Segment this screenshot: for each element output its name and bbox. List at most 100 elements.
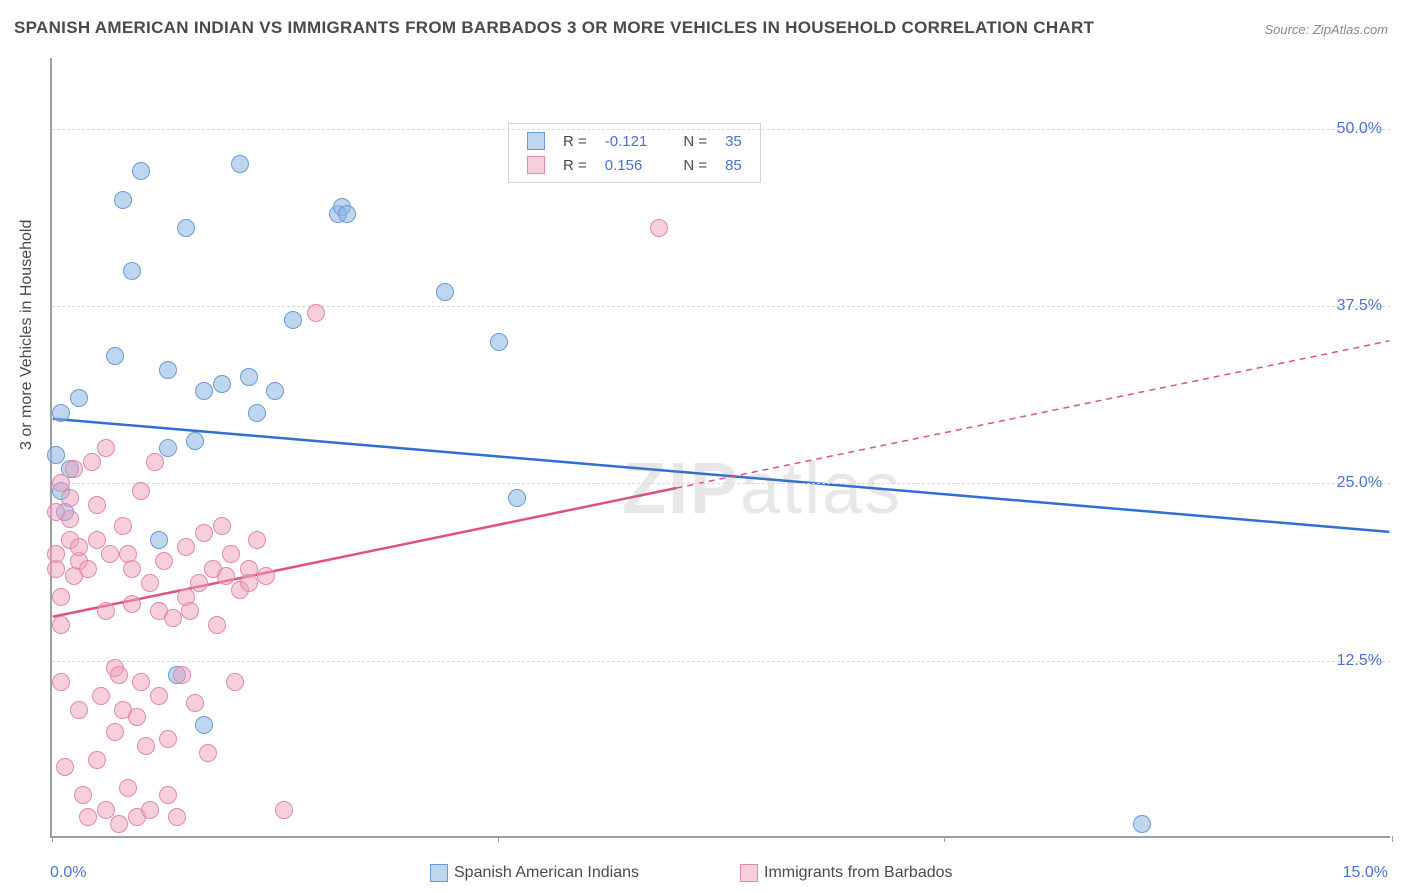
data-point bbox=[92, 687, 110, 705]
data-point bbox=[222, 545, 240, 563]
data-point bbox=[114, 191, 132, 209]
gridline-h bbox=[52, 306, 1390, 307]
data-point bbox=[307, 304, 325, 322]
data-point bbox=[141, 574, 159, 592]
data-point bbox=[199, 744, 217, 762]
data-point bbox=[173, 666, 191, 684]
legend-swatch bbox=[527, 132, 545, 150]
data-point bbox=[52, 616, 70, 634]
y-tick-label: 37.5% bbox=[1337, 297, 1382, 315]
data-point bbox=[508, 489, 526, 507]
data-point bbox=[97, 801, 115, 819]
y-tick-label: 50.0% bbox=[1337, 120, 1382, 138]
data-point bbox=[186, 432, 204, 450]
data-point bbox=[106, 723, 124, 741]
data-point bbox=[284, 311, 302, 329]
data-point bbox=[240, 574, 258, 592]
x-tick-min: 0.0% bbox=[50, 864, 86, 882]
data-point bbox=[61, 489, 79, 507]
watermark: ZIPatlas bbox=[622, 448, 902, 530]
data-point bbox=[52, 673, 70, 691]
data-point bbox=[79, 560, 97, 578]
y-axis-label: 3 or more Vehicles in Household bbox=[18, 220, 36, 450]
x-tick-mark bbox=[1392, 836, 1393, 842]
data-point bbox=[123, 262, 141, 280]
data-point bbox=[141, 801, 159, 819]
source-label: Source: ZipAtlas.com bbox=[1264, 22, 1388, 37]
data-point bbox=[110, 666, 128, 684]
r-value: -0.121 bbox=[597, 130, 656, 152]
data-point bbox=[65, 460, 83, 478]
data-point bbox=[150, 531, 168, 549]
legend-series: Immigrants from Barbados bbox=[740, 864, 953, 882]
x-tick-max: 15.0% bbox=[1343, 864, 1388, 882]
n-label: N = bbox=[675, 130, 715, 152]
legend-label: Spanish American Indians bbox=[454, 864, 639, 882]
data-point bbox=[47, 446, 65, 464]
r-value: 0.156 bbox=[597, 154, 656, 176]
chart-title: SPANISH AMERICAN INDIAN VS IMMIGRANTS FR… bbox=[14, 18, 1094, 38]
data-point bbox=[110, 815, 128, 833]
data-point bbox=[83, 453, 101, 471]
n-value: 85 bbox=[717, 154, 750, 176]
n-value: 35 bbox=[717, 130, 750, 152]
data-point bbox=[275, 801, 293, 819]
data-point bbox=[61, 510, 79, 528]
data-point bbox=[106, 347, 124, 365]
data-point bbox=[119, 779, 137, 797]
data-point bbox=[97, 439, 115, 457]
legend-swatch bbox=[527, 156, 545, 174]
data-point bbox=[146, 453, 164, 471]
data-point bbox=[226, 673, 244, 691]
gridline-h bbox=[52, 483, 1390, 484]
data-point bbox=[88, 531, 106, 549]
data-point bbox=[338, 205, 356, 223]
data-point bbox=[195, 382, 213, 400]
data-point bbox=[123, 595, 141, 613]
x-tick-mark bbox=[944, 836, 945, 842]
data-point bbox=[52, 588, 70, 606]
data-point bbox=[159, 786, 177, 804]
data-point bbox=[88, 496, 106, 514]
r-label: R = bbox=[555, 154, 595, 176]
data-point bbox=[213, 517, 231, 535]
data-point bbox=[88, 751, 106, 769]
data-point bbox=[186, 694, 204, 712]
data-point bbox=[436, 283, 454, 301]
data-point bbox=[159, 439, 177, 457]
data-point bbox=[490, 333, 508, 351]
data-point bbox=[79, 808, 97, 826]
data-point bbox=[155, 552, 173, 570]
data-point bbox=[190, 574, 208, 592]
data-point bbox=[101, 545, 119, 563]
chart-container: SPANISH AMERICAN INDIAN VS IMMIGRANTS FR… bbox=[0, 0, 1406, 892]
data-point bbox=[132, 482, 150, 500]
data-point bbox=[128, 708, 146, 726]
data-point bbox=[123, 560, 141, 578]
legend-stat-row: R =0.156 N =85 bbox=[519, 154, 750, 176]
data-point bbox=[217, 567, 235, 585]
data-point bbox=[114, 517, 132, 535]
data-point bbox=[97, 602, 115, 620]
data-point bbox=[177, 538, 195, 556]
data-point bbox=[231, 155, 249, 173]
data-point bbox=[1133, 815, 1151, 833]
data-point bbox=[137, 737, 155, 755]
plot-area: ZIPatlas R =-0.121 N =35R =0.156 N =85 12.… bbox=[50, 58, 1390, 838]
legend-stat-row: R =-0.121N =35 bbox=[519, 130, 750, 152]
x-tick-mark bbox=[498, 836, 499, 842]
y-tick-label: 25.0% bbox=[1337, 474, 1382, 492]
legend-swatch bbox=[430, 864, 448, 882]
data-point bbox=[164, 609, 182, 627]
data-point bbox=[132, 673, 150, 691]
data-point bbox=[74, 786, 92, 804]
n-label: N = bbox=[675, 154, 715, 176]
data-point bbox=[132, 162, 150, 180]
data-point bbox=[168, 808, 186, 826]
data-point bbox=[195, 524, 213, 542]
data-point bbox=[70, 538, 88, 556]
data-point bbox=[266, 382, 284, 400]
legend-label: Immigrants from Barbados bbox=[764, 864, 953, 882]
y-tick-label: 12.5% bbox=[1337, 652, 1382, 670]
x-tick-mark bbox=[52, 836, 53, 842]
